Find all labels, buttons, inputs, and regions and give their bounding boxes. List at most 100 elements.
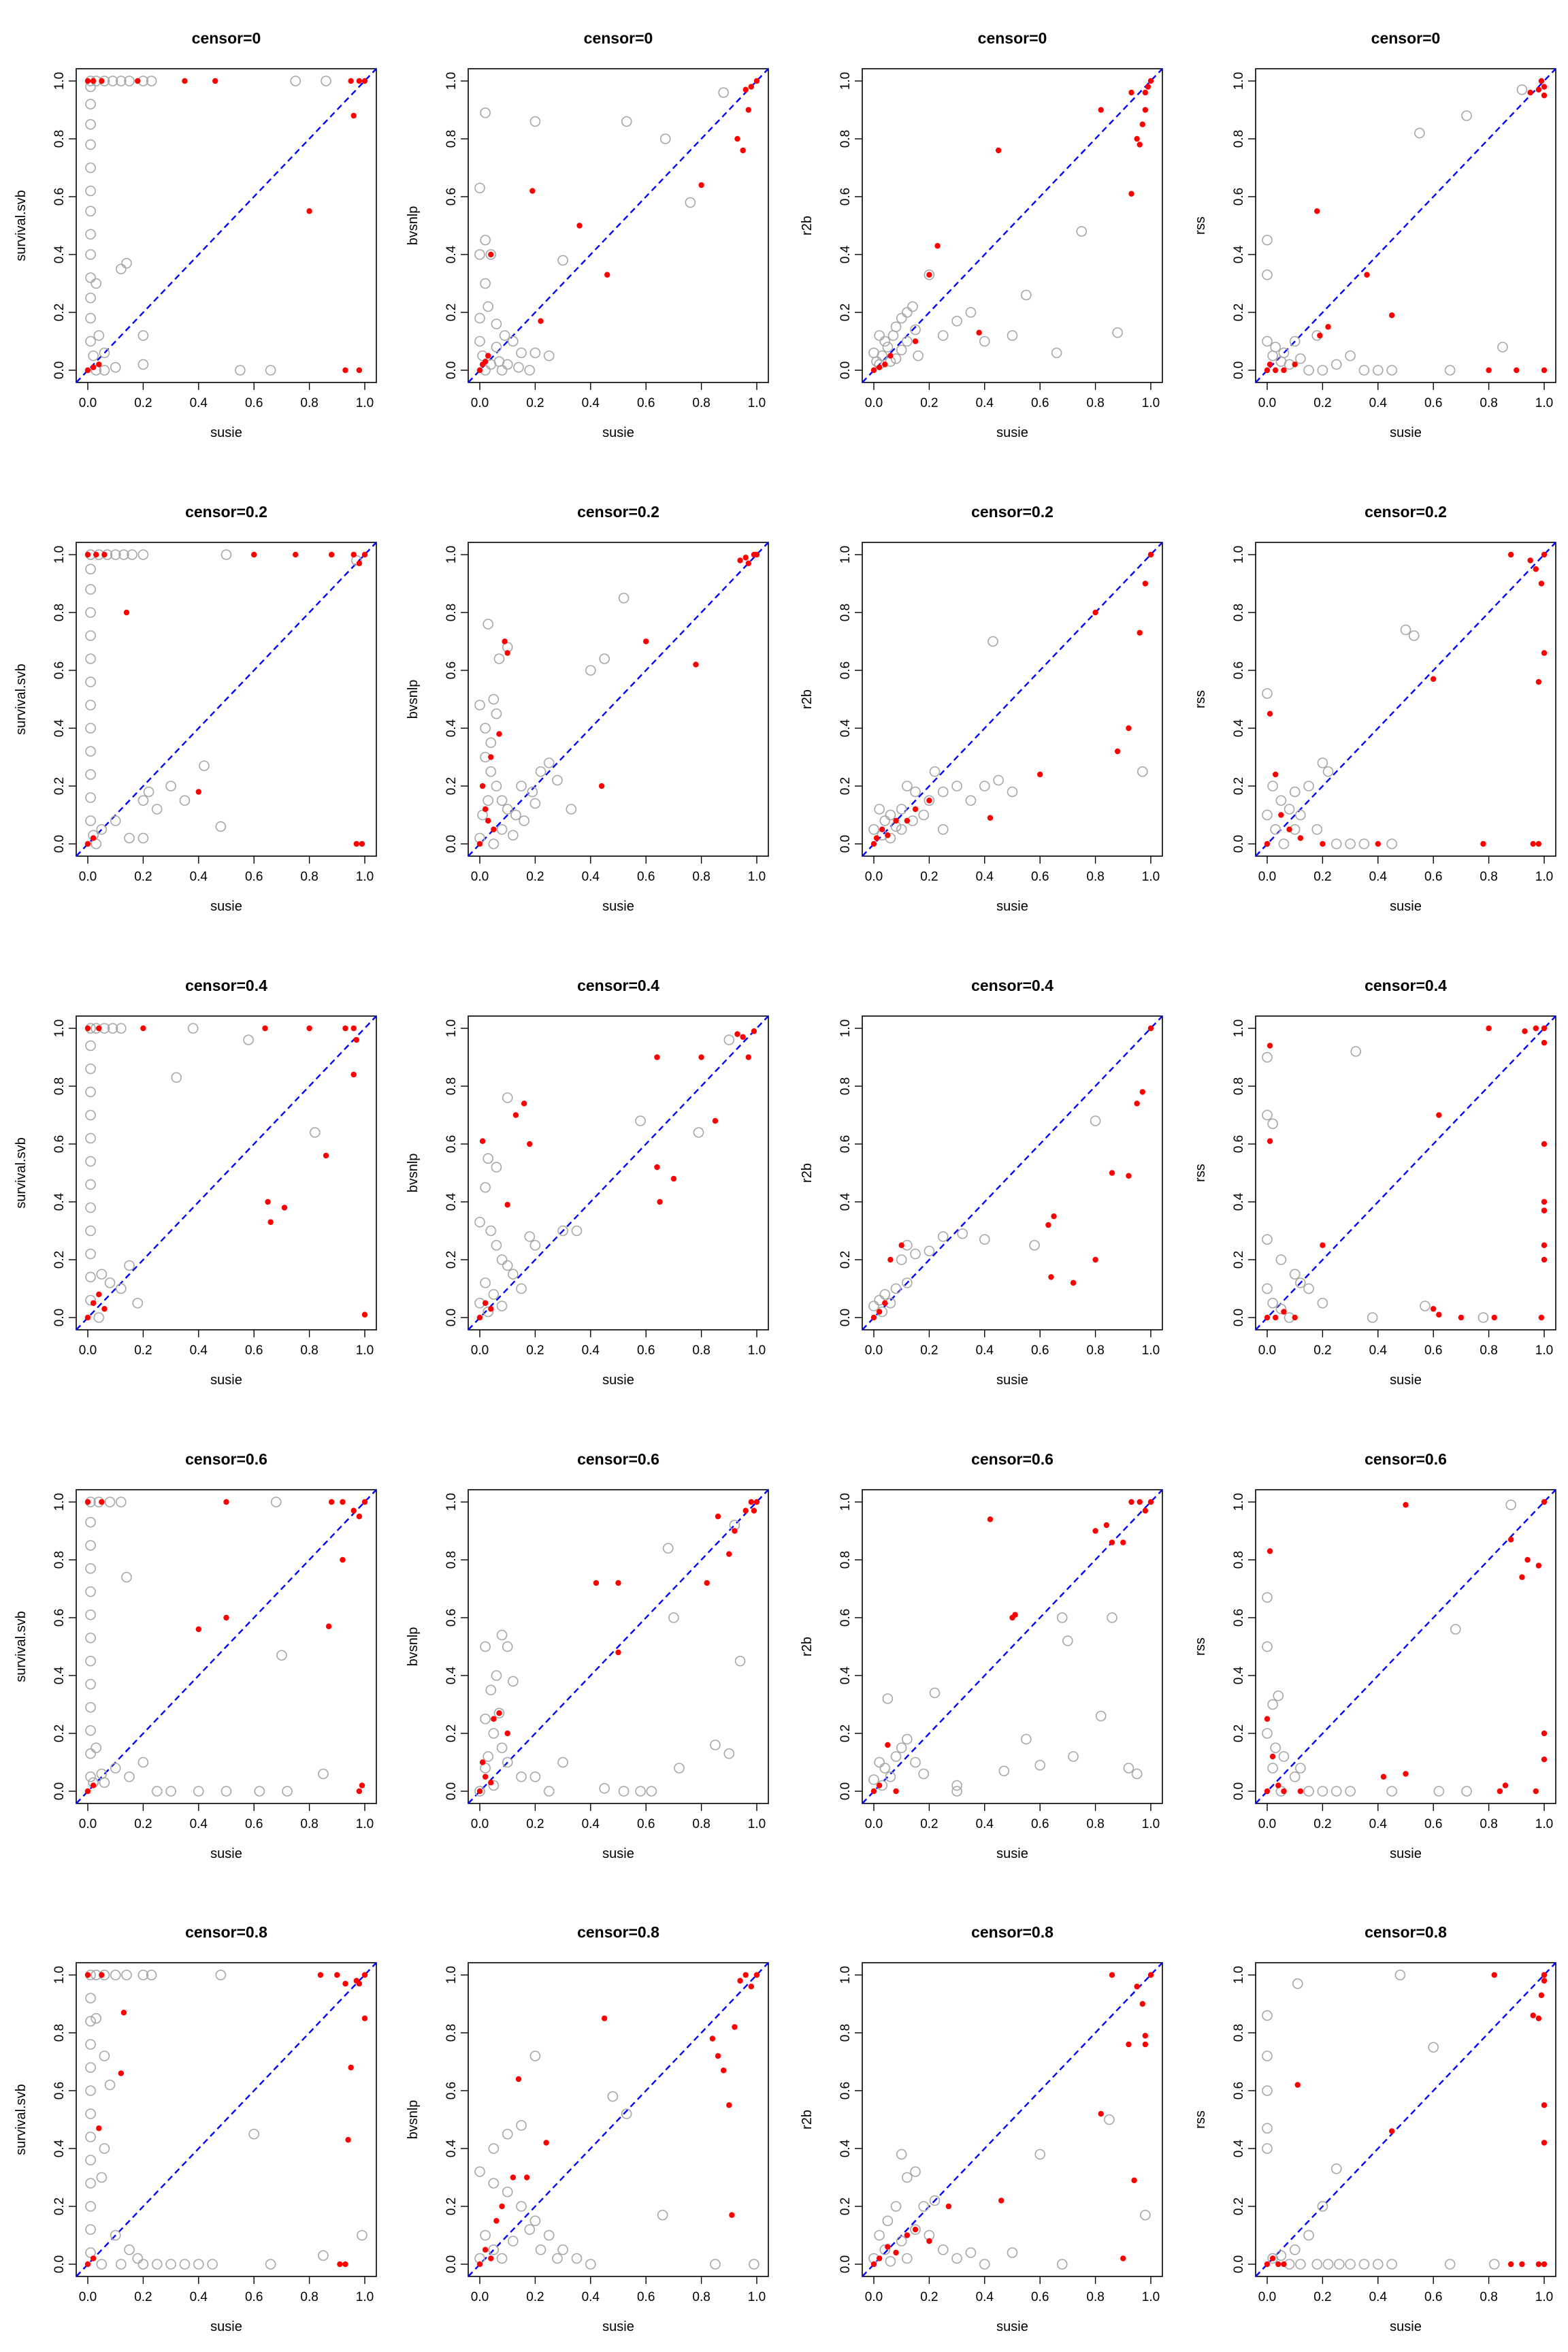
hollow-point	[896, 1742, 907, 1754]
y-tick-label: 0.4	[838, 1192, 853, 1211]
hollow-point	[1408, 630, 1420, 641]
hollow-point	[668, 1612, 679, 1623]
x-tick-label: 1.0	[1535, 396, 1553, 410]
hollow-point	[110, 815, 121, 826]
solid-point	[1147, 1499, 1154, 1505]
solid-point	[1514, 367, 1520, 374]
solid-point	[1273, 367, 1279, 374]
solid-point	[90, 1300, 97, 1306]
solid-point	[1275, 2261, 1281, 2268]
x-tick-label: 0.6	[1031, 870, 1049, 884]
hollow-point	[1358, 365, 1370, 376]
x-tick-label: 0.0	[79, 396, 97, 410]
y-tick-label: 0.8	[838, 2024, 853, 2042]
hollow-point	[85, 2178, 96, 2189]
x-tick-label: 1.0	[356, 1343, 374, 1358]
hollow-point	[491, 1162, 502, 1173]
hollow-point	[1289, 1269, 1301, 1280]
y-tick-label: 0.8	[52, 1077, 67, 1095]
hollow-point	[529, 116, 541, 127]
x-tick-label: 0.0	[471, 1817, 489, 1831]
solid-point	[84, 367, 91, 374]
y-tick-label: 0.0	[52, 2255, 67, 2273]
y-tick-label: 0.6	[838, 2082, 853, 2100]
panel-title: censor=0.6	[577, 1450, 659, 1468]
hollow-point	[477, 809, 488, 821]
hollow-point	[85, 1156, 96, 1167]
y-tick-label: 0.6	[52, 1609, 67, 1627]
hollow-point	[480, 723, 491, 734]
x-tick-label: 1.0	[1142, 1817, 1160, 1831]
x-tick-label: 0.0	[79, 870, 97, 884]
solid-point	[1502, 1782, 1509, 1788]
x-tick-label: 0.2	[526, 870, 544, 884]
hollow-point	[480, 1713, 491, 1725]
solid-point	[1267, 1138, 1273, 1144]
x-axis-label: susie	[602, 1373, 634, 1388]
y-tick-label: 0.6	[838, 662, 853, 679]
hollow-point	[1461, 110, 1472, 121]
panel-title: censor=0.6	[185, 1450, 267, 1468]
solid-point	[1120, 2255, 1126, 2261]
scatter-panel: censor=0.8 0.0 0.2 0.4 0.6 0.8 1.0 0.0 0.2 0.4 0.6…	[14, 1923, 377, 2334]
solid-point	[1491, 1972, 1497, 1978]
diagonal-reference-line	[468, 1015, 769, 1330]
diagonal-reference-line	[76, 68, 377, 383]
solid-point	[1092, 1256, 1098, 1263]
x-tick-label: 0.4	[976, 396, 994, 410]
y-tick-label: 1.0	[1232, 1966, 1246, 1984]
hollow-point	[1428, 2042, 1439, 2053]
hollow-point	[1131, 1768, 1143, 1780]
solid-point	[485, 353, 491, 359]
solid-point	[657, 1198, 663, 1205]
hollow-point	[318, 1768, 329, 1780]
solid-point	[740, 147, 746, 154]
y-tick-label: 0.2	[444, 2198, 459, 2215]
solid-point	[742, 86, 749, 93]
y-tick-label: 0.4	[838, 2139, 853, 2157]
solid-point	[99, 1972, 105, 1978]
y-tick-label: 0.8	[52, 1551, 67, 1569]
hollow-point	[85, 1040, 96, 1051]
hollow-point	[1516, 84, 1528, 95]
solid-point	[893, 1788, 899, 1795]
solid-point	[1142, 107, 1149, 113]
scatter-panel: censor=0 0.0 0.2 0.4 0.6 0.8 1.0 0.0 0.2 0.4 0.6 0.…	[800, 29, 1163, 440]
hollow-point	[151, 804, 163, 815]
x-tick-label: 0.2	[920, 1817, 938, 1831]
hollow-point	[937, 786, 949, 798]
hollow-point	[132, 2253, 144, 2264]
solid-point	[670, 1175, 677, 1182]
hollow-point	[85, 336, 96, 347]
solid-point	[1530, 2012, 1536, 2019]
hollow-point	[1275, 1254, 1287, 1265]
y-tick-label: 0.0	[444, 1782, 459, 1800]
hollow-point	[91, 838, 102, 849]
solid-point	[340, 1499, 346, 1505]
solid-point	[1126, 725, 1132, 732]
hollow-point	[1112, 327, 1123, 338]
hollow-point	[585, 2259, 596, 2270]
x-tick-label: 0.6	[1031, 1343, 1049, 1358]
solid-point	[1267, 1043, 1273, 1049]
hollow-point	[508, 1676, 519, 1687]
hollow-point	[88, 350, 99, 361]
hollow-point	[321, 76, 331, 86]
solid-point	[212, 78, 218, 84]
hollow-point	[85, 2201, 96, 2212]
hollow-point	[1007, 786, 1018, 798]
hollow-point	[116, 1497, 127, 1507]
x-tick-label: 0.4	[1369, 1817, 1388, 1831]
hollow-point	[502, 2186, 513, 2198]
x-tick-label: 1.0	[748, 1817, 766, 1831]
plot-frame	[76, 1015, 377, 1330]
solid-point	[1134, 1983, 1140, 1990]
hollow-point	[918, 2201, 930, 2212]
hollow-point	[1414, 127, 1425, 139]
solid-point	[1131, 2177, 1137, 2183]
solid-point	[1480, 840, 1486, 847]
hollow-point	[723, 1748, 735, 1759]
hollow-point	[491, 708, 502, 719]
y-tick-label: 0.8	[1232, 130, 1246, 148]
y-tick-label: 0.4	[444, 719, 459, 737]
